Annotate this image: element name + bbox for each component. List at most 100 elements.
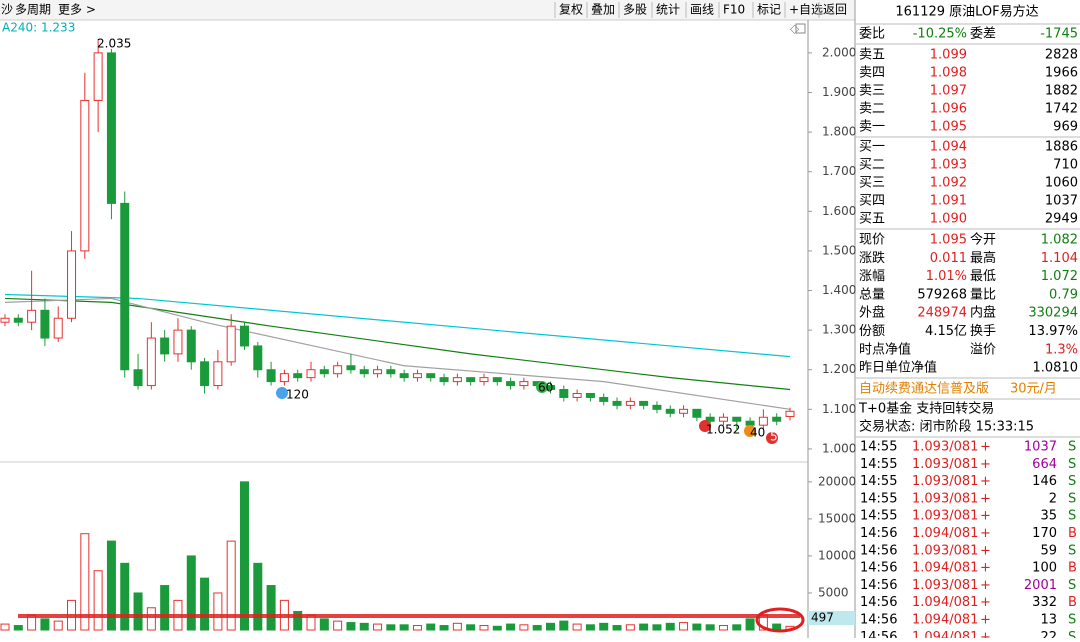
icon	[795, 23, 806, 34]
candle-body	[519, 381, 529, 387]
volume: 1060	[1045, 176, 1078, 191]
volume-bar	[532, 625, 542, 631]
volume-bar	[466, 624, 476, 631]
candle-body	[133, 369, 143, 387]
value: -1745	[1040, 27, 1078, 42]
value: 1.01%	[926, 269, 967, 284]
trade-side: S	[1068, 630, 1076, 638]
toolbar-item[interactable]: 沙	[1, 3, 13, 17]
candle-body	[399, 373, 409, 379]
label: 涨幅	[859, 269, 885, 284]
label: 内盘	[970, 305, 996, 321]
y-tick-label: 1.700	[822, 164, 856, 178]
volume-bar	[745, 618, 755, 631]
trade-time: 14:55	[860, 457, 897, 472]
candle-body	[346, 365, 356, 371]
candle-body	[200, 361, 210, 387]
price: 1.092	[930, 176, 967, 191]
volume-bar	[239, 481, 249, 631]
trade-volume: 2001	[1024, 578, 1057, 593]
trade-side: S	[1068, 474, 1076, 489]
candle-body	[599, 396, 609, 402]
last-volume-box	[808, 611, 855, 625]
price: 1.097	[930, 84, 967, 99]
toolbar-button[interactable]: 统计	[656, 3, 680, 17]
trade-time: 14:55	[860, 440, 897, 455]
value: 1.072	[1041, 269, 1078, 284]
volume-bar	[200, 577, 210, 631]
volume-bar	[612, 625, 622, 631]
volume-bar	[93, 570, 103, 631]
toolbar-button[interactable]: 标记	[757, 3, 781, 17]
price: 1.095	[930, 120, 967, 135]
toolbar-button[interactable]: 复权	[559, 3, 583, 17]
volume-bar	[359, 622, 369, 631]
trade-price: 1.093/081	[912, 474, 978, 489]
trade-flag: +	[980, 578, 991, 593]
volume-bar	[705, 624, 715, 631]
volume-bar	[120, 562, 130, 631]
candle-body	[27, 309, 37, 323]
y-tick-label: 10000	[818, 548, 856, 562]
trade-flag: +	[980, 613, 991, 628]
volume-bar	[53, 620, 63, 631]
trade-volume: 1037	[1024, 440, 1057, 455]
marker	[276, 387, 288, 399]
toolbar-button[interactable]: 画线	[690, 3, 714, 17]
candle-body	[492, 377, 502, 383]
toolbar-button[interactable]: 多股	[623, 3, 647, 17]
candle-body	[479, 377, 489, 383]
y-tick-label: 2.000	[822, 45, 856, 59]
toolbar-button[interactable]: 叠加	[591, 3, 615, 17]
value: 0.79	[1049, 287, 1078, 302]
volume-bar	[546, 622, 556, 631]
candle-body	[186, 329, 196, 363]
value: 4.15亿	[925, 324, 967, 339]
candle-body	[652, 404, 662, 410]
trade-flag: +	[980, 457, 991, 472]
trade-flag: +	[980, 526, 991, 541]
toolbar-button[interactable]: +自选	[789, 3, 823, 17]
label: 份额	[859, 324, 885, 339]
trade-side: S	[1068, 491, 1076, 506]
candle-body	[266, 369, 276, 383]
y-tick-label: 5000	[818, 585, 849, 599]
candle-body	[426, 373, 436, 379]
trade-volume: 664	[1032, 457, 1057, 472]
toolbar-button[interactable]: F10	[723, 3, 745, 17]
toolbar-button[interactable]: 返回	[823, 3, 847, 17]
label: 外盘	[859, 305, 885, 321]
volume-bar	[333, 620, 343, 631]
volume-bar	[346, 622, 356, 631]
volume-bar	[732, 624, 742, 631]
trade-price: 1.093/081	[912, 509, 978, 524]
volume-bar	[0, 623, 10, 631]
y-tick-label: 15000	[818, 511, 856, 525]
trade-flag: +	[980, 630, 991, 638]
toolbar-item[interactable]: 更多 >	[58, 3, 96, 17]
label: 时点净值	[859, 341, 911, 357]
candle-body	[439, 377, 449, 383]
marker	[744, 425, 756, 437]
quote-title: 161129 原油LOF易方达	[895, 4, 1038, 20]
trade-time: 14:55	[860, 509, 897, 524]
label: 买四	[859, 194, 885, 209]
candle-body	[160, 337, 170, 355]
volume: 1886	[1045, 140, 1078, 155]
trade-time: 14:55	[860, 474, 897, 489]
value: 0.011	[930, 251, 967, 266]
annotation: 40	[750, 426, 765, 440]
volume-bar	[506, 623, 516, 631]
icon: ◇	[790, 22, 800, 36]
toolbar-item[interactable]: 多周期	[15, 3, 51, 17]
label: 卖三	[859, 84, 885, 99]
value: 1.0810	[1033, 361, 1079, 376]
value: 579268	[917, 287, 967, 302]
candle-body	[772, 416, 782, 422]
label: 昨日单位净值	[859, 360, 937, 376]
volume-bar	[106, 540, 116, 631]
promo-price: 30元/月	[1010, 382, 1057, 397]
annotation: 5	[770, 430, 778, 444]
volume-bar	[718, 625, 728, 631]
